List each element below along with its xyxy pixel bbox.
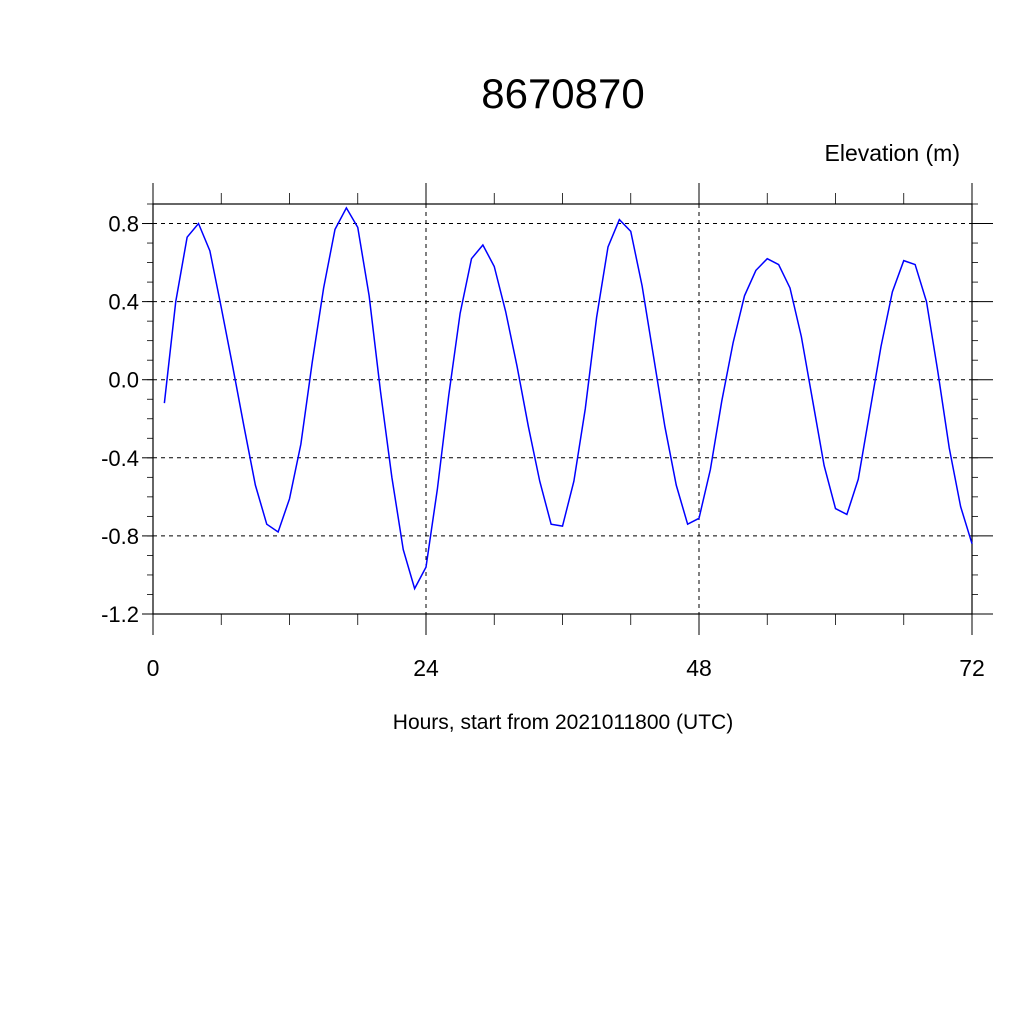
- y-tick-label: 0.8: [108, 212, 139, 237]
- ticks: [142, 183, 993, 635]
- plot-frame: [153, 204, 972, 614]
- x-tick-label: 24: [413, 655, 439, 681]
- series-line: [164, 208, 972, 589]
- x-tick-label: 0: [147, 655, 160, 681]
- x-tick-label: 48: [686, 655, 712, 681]
- x-axis-label: Hours, start from 2021011800 (UTC): [393, 711, 733, 734]
- y-axis-label: Elevation (m): [825, 140, 960, 166]
- y-tick-label: -0.4: [101, 446, 139, 471]
- grid: [153, 204, 972, 614]
- y-tick-label: -0.8: [101, 524, 139, 549]
- y-tick-labels: -1.2 -0.8 -0.4 0.0 0.4 0.8: [101, 212, 139, 627]
- chart-title: 8670870: [481, 70, 645, 117]
- x-tick-label: 72: [959, 655, 985, 681]
- y-tick-label: -1.2: [101, 602, 139, 627]
- y-tick-label: 0.4: [108, 290, 139, 315]
- series-group: [164, 208, 972, 589]
- x-tick-labels: 0 24 48 72: [147, 655, 985, 681]
- y-tick-label: 0.0: [108, 368, 139, 393]
